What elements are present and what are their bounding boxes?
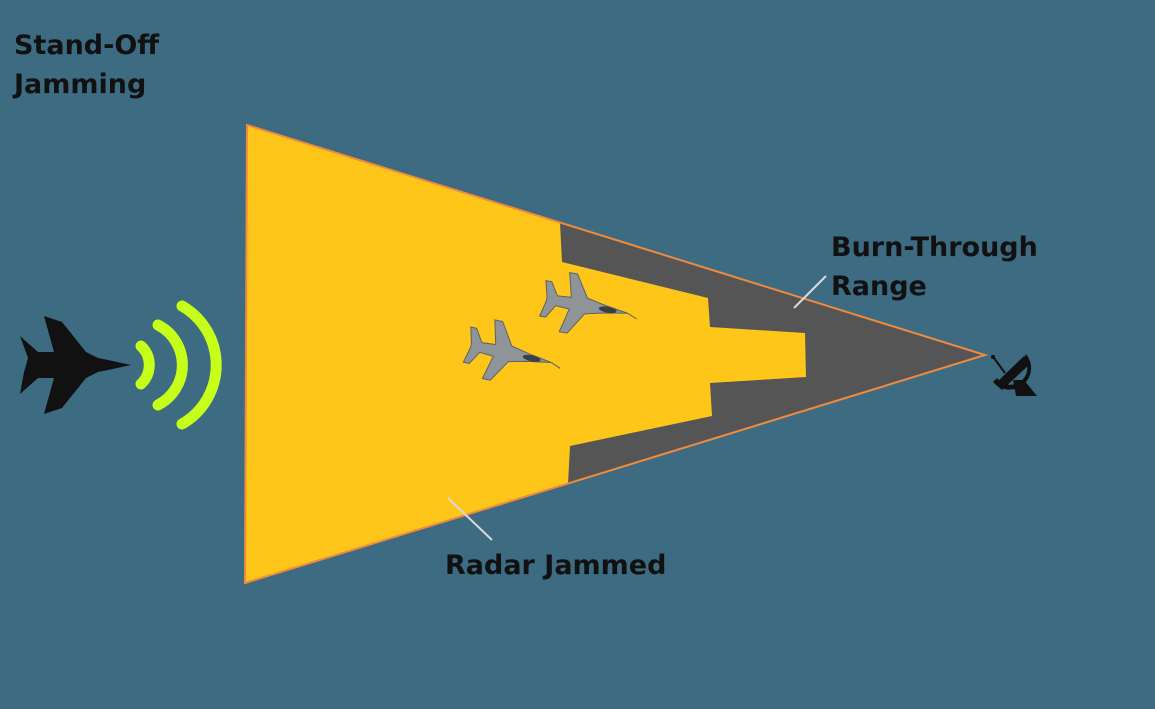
burn-through-leader-line — [793, 275, 827, 309]
burn-through-label-line-2: Range — [831, 271, 927, 302]
title-line-2: Jamming — [14, 69, 147, 100]
title-line-1: Stand-Off — [14, 30, 160, 61]
radar-jammed-label: Radar Jammed — [445, 550, 667, 581]
jamming-signal-icon — [135, 300, 222, 430]
diagram-title: Stand-Off Jamming — [14, 26, 159, 104]
radar-jammed-leader-line — [447, 497, 493, 541]
radar-dish-icon — [991, 354, 1037, 396]
jammer-aircraft-icon — [20, 316, 131, 414]
radar-beam-outline — [243, 123, 989, 585]
burn-through-range-label: Burn-Through Range — [831, 228, 1038, 306]
fighter-jet-icon — [538, 271, 637, 334]
fighter-jet-icon — [462, 319, 561, 381]
burn-through-label-line-1: Burn-Through — [831, 232, 1038, 263]
